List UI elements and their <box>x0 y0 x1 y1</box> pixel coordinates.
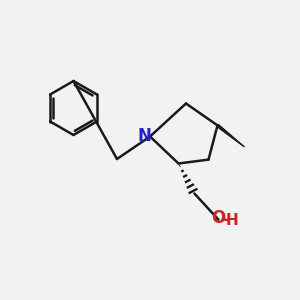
Text: H: H <box>226 213 238 228</box>
Text: O: O <box>211 209 225 227</box>
Polygon shape <box>217 124 244 147</box>
Text: N: N <box>137 127 151 145</box>
